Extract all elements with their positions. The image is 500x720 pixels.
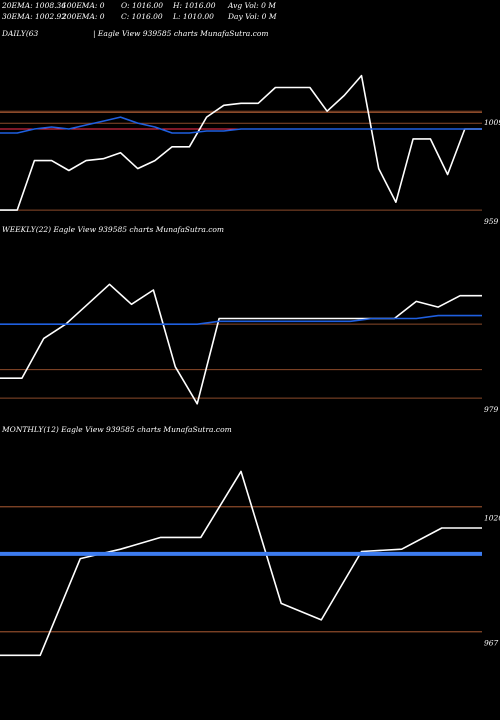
header-day-vol: Day Vol: 0 M	[228, 12, 277, 21]
daily-ema-line	[0, 116, 482, 134]
weekly-ema-line	[0, 314, 482, 326]
header-ema30: 30EMA: 1002.92	[2, 12, 67, 21]
weekly-price-line	[0, 283, 482, 405]
header-close: C: 1016.00	[121, 12, 163, 21]
header-high: H: 1016.00	[173, 1, 216, 10]
daily-tick-label-959: 959	[484, 217, 499, 226]
monthly-price-line	[0, 470, 482, 657]
header-low: L: 1010.00	[173, 12, 214, 21]
monthly-panel-title: MONTHLY(12) Eagle View 939585 charts Mun…	[2, 425, 232, 434]
weekly-tick-label-979: 979	[484, 405, 499, 414]
daily-price-line	[0, 74, 482, 211]
header-open: O: 1016.00	[121, 1, 164, 10]
header-avg-vol: Avg Vol: 0 M	[228, 1, 276, 10]
header-ema100: 100EMA: 0	[62, 1, 105, 10]
weekly-panel-title: WEEKLY(22) Eagle View 939585 charts Muna…	[2, 225, 225, 234]
daily-panel-title: DAILY(63	[2, 29, 39, 38]
header-ema200: 200EMA: 0	[62, 12, 105, 21]
header-ema20: 20EMA: 1008.36	[2, 1, 67, 10]
daily-panel-subtitle: | Eagle View 939585 charts MunafaSutra.c…	[93, 29, 269, 38]
monthly-tick-label-1020: 1020	[484, 514, 500, 523]
monthly-tick-label-967: 967	[484, 639, 499, 648]
